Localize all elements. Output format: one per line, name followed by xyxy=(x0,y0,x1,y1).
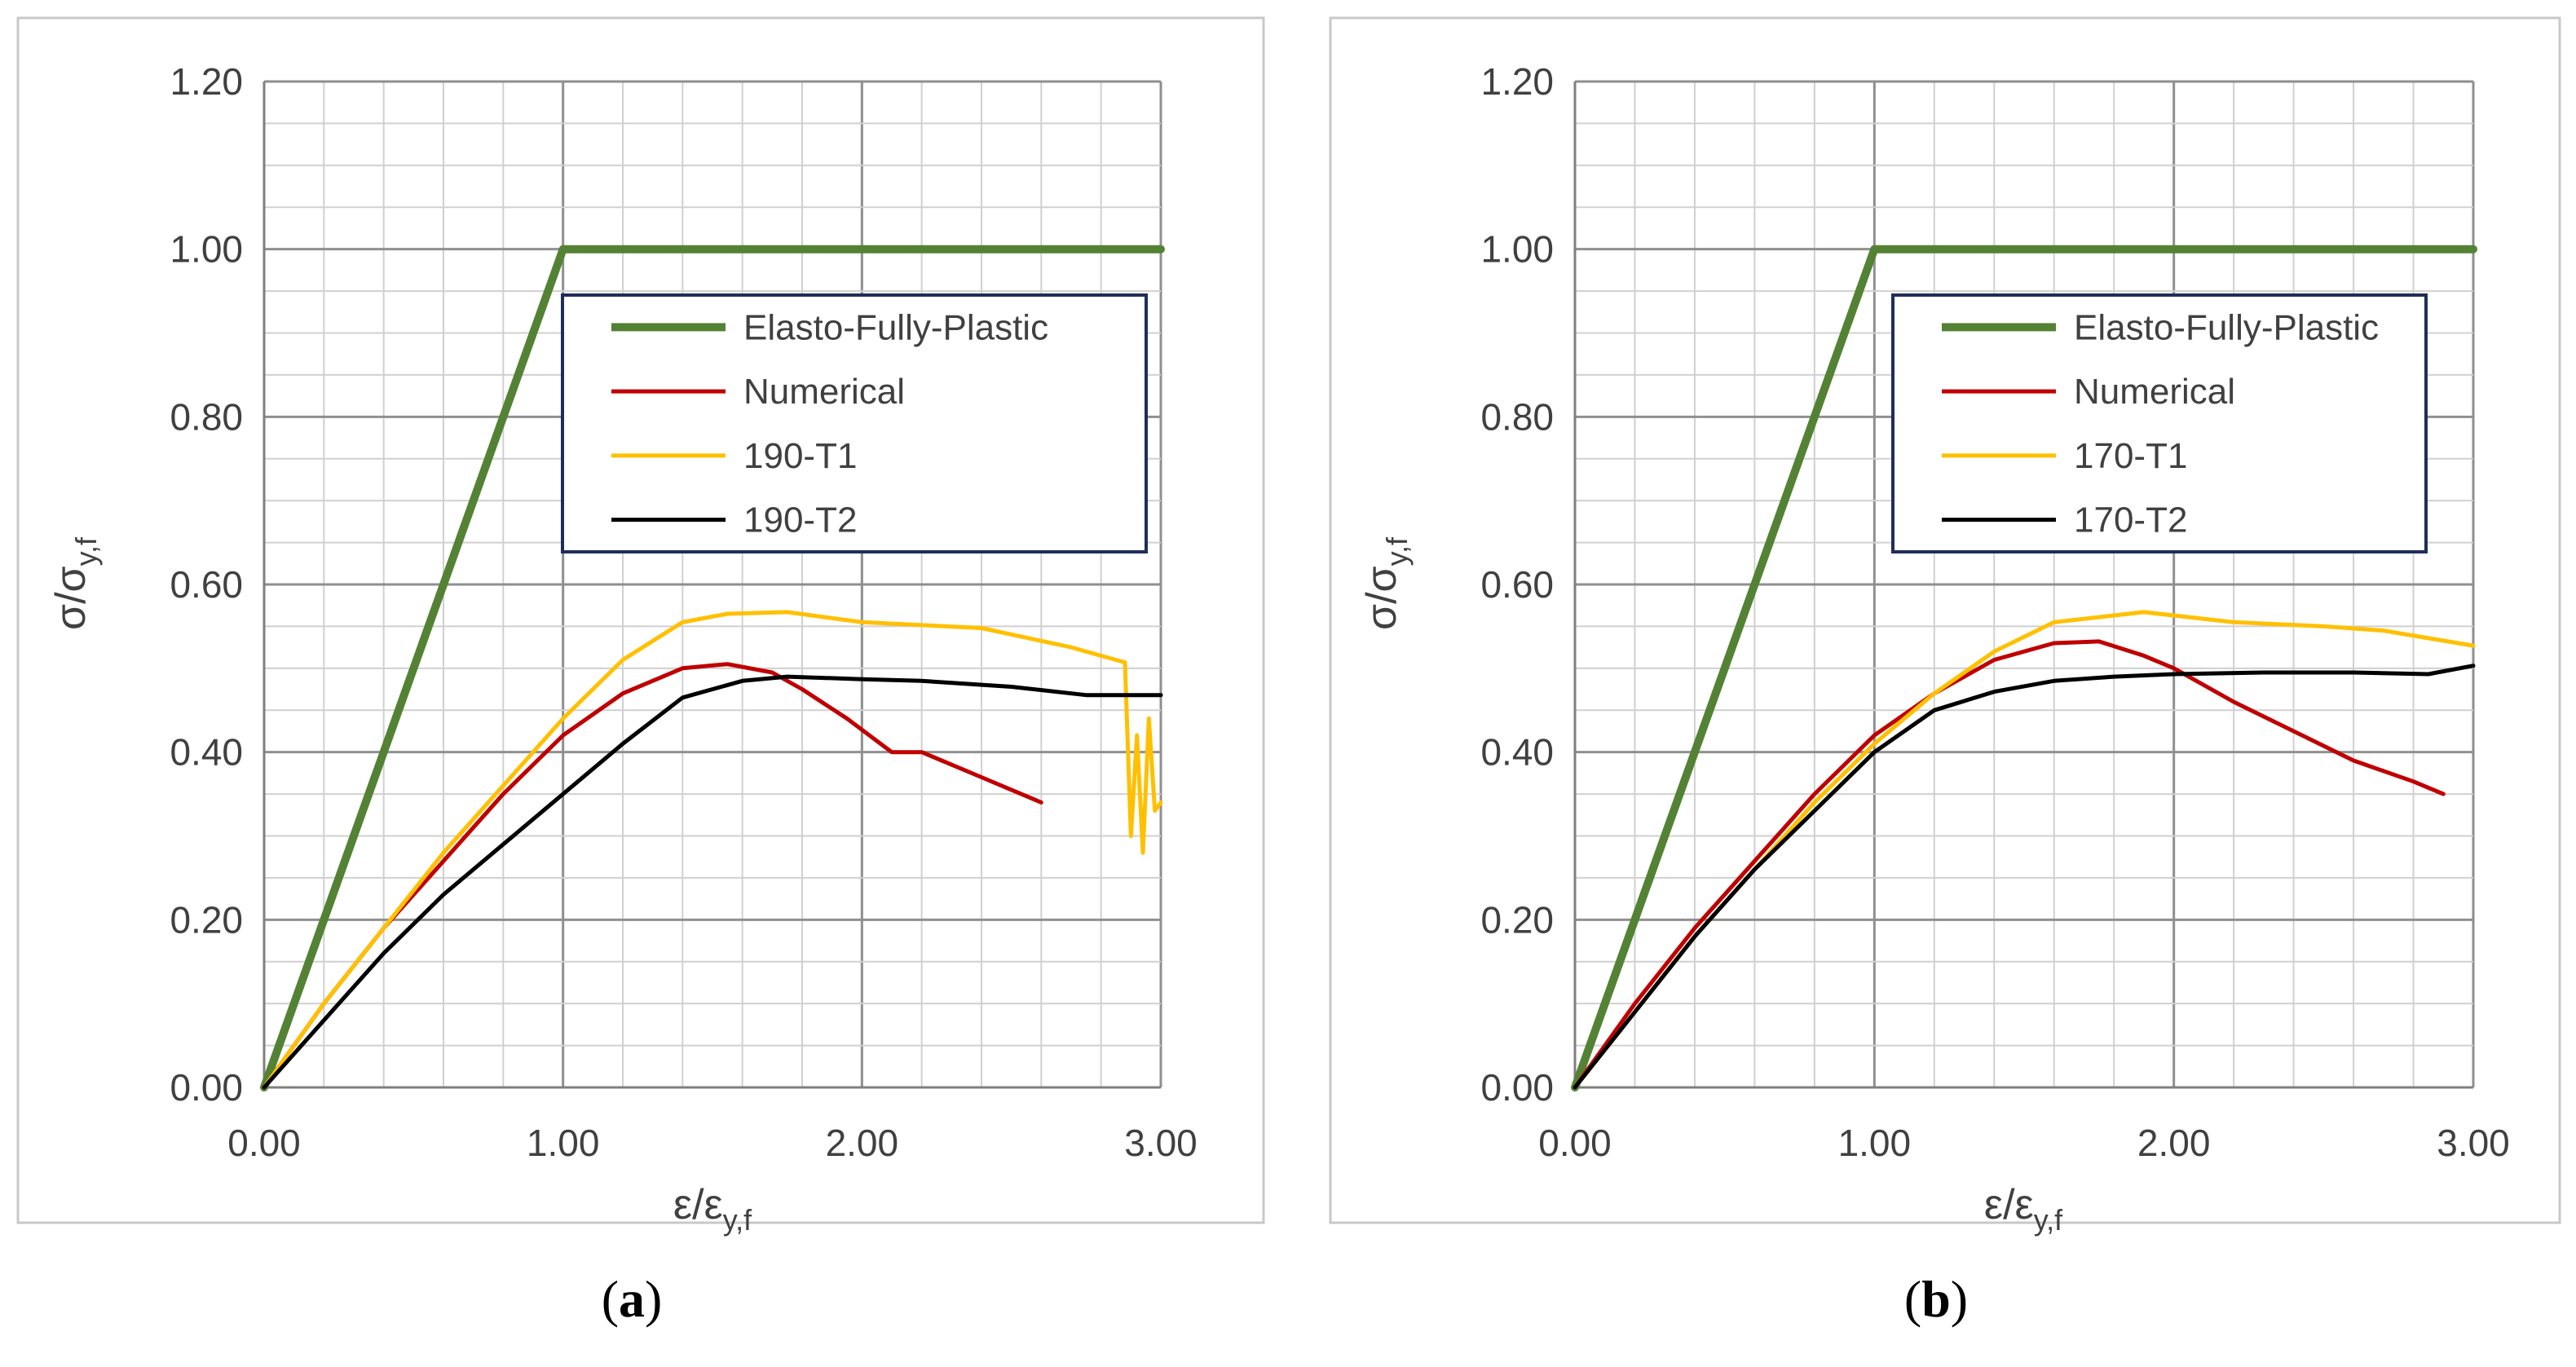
y-tick-label: 1.00 xyxy=(170,228,243,271)
chart-frame xyxy=(16,16,1265,1224)
x-axis-title-subscript: y,f xyxy=(723,1203,752,1237)
y-axis-title-base: σ/σ xyxy=(1358,566,1405,630)
series-line-elasto-fully-plastic xyxy=(260,245,1165,1091)
y-tick-label: 0.80 xyxy=(170,395,243,438)
x-axis-title: ε/εy,f xyxy=(673,1181,752,1237)
legend-label-190-t2: 190-T2 xyxy=(743,500,857,540)
x-tick-label: 0.00 xyxy=(227,1122,301,1164)
y-axis-title-base: σ/σ xyxy=(47,566,95,630)
y-tick-label: 0.00 xyxy=(1480,1066,1554,1109)
x-tick-label: 3.00 xyxy=(2437,1122,2510,1164)
x-tick-label: 3.00 xyxy=(1124,1122,1198,1164)
x-tick-label: 2.00 xyxy=(2137,1122,2211,1164)
legend: Elasto-Fully-Plastic Numerical 170-T1 170-T… xyxy=(1891,293,2428,553)
legend-label-numerical: Numerical xyxy=(2074,372,2235,412)
y-axis-title-subscript: y,f xyxy=(1380,536,1414,566)
panel-caption: (b) xyxy=(1904,1270,1968,1328)
chart-frame xyxy=(1329,16,2561,1224)
x-tick-label: 2.00 xyxy=(826,1122,899,1164)
series-line-numerical xyxy=(262,662,1043,1090)
chart-panel-b: 0.00 0.20 0.40 0.60 0.80 1.00 1.20 0.00 1.00 2.00… xyxy=(1329,16,2561,1328)
y-tick-label: 1.20 xyxy=(170,60,243,103)
series-line-190-t2 xyxy=(262,674,1163,1090)
y-tick-label: 0.60 xyxy=(170,563,243,606)
series-line-elasto-fully-plastic xyxy=(1571,245,2477,1091)
panel-caption: (a) xyxy=(602,1270,663,1328)
x-tick-label: 1.00 xyxy=(527,1122,600,1164)
y-axis-title: σ/σy,f xyxy=(1358,536,1414,630)
series-line-numerical xyxy=(1573,639,2446,1090)
y-tick-label: 1.20 xyxy=(1480,60,1554,103)
legend-box xyxy=(1891,293,2428,553)
series-line-190-t1 xyxy=(262,610,1163,1090)
caption-open-paren: ( xyxy=(1904,1270,1921,1328)
caption-open-paren: ( xyxy=(602,1270,619,1328)
x-axis-title: ε/εy,f xyxy=(1984,1181,2063,1237)
y-tick-label: 1.00 xyxy=(1480,228,1554,271)
y-tick-label: 0.20 xyxy=(170,898,243,941)
legend-label-elasto-fully-plastic: Elasto-Fully-Plastic xyxy=(2074,307,2379,347)
legend-label-170-t1: 170-T1 xyxy=(2074,436,2187,476)
legend: Elasto-Fully-Plastic Numerical 190-T1 190-T… xyxy=(561,293,1148,553)
x-axis-title-subscript: y,f xyxy=(2034,1203,2063,1237)
y-axis-title: σ/σy,f xyxy=(47,536,103,630)
legend-box xyxy=(561,293,1148,553)
x-axis-title-base: ε/ε xyxy=(673,1181,723,1228)
caption-letter: b xyxy=(1921,1270,1951,1328)
legend-label-190-t1: 190-T1 xyxy=(743,436,857,476)
x-tick-label: 1.00 xyxy=(1838,1122,1912,1164)
series-line-170-t2 xyxy=(1573,664,2476,1090)
x-axis-title-base: ε/ε xyxy=(1984,1181,2034,1228)
x-tick-label: 0.00 xyxy=(1538,1122,1612,1164)
y-axis-title-subscript: y,f xyxy=(69,536,103,566)
legend-label-numerical: Numerical xyxy=(743,372,905,412)
y-tick-label: 0.20 xyxy=(1480,898,1554,941)
chart-panel-a: 0.00 0.20 0.40 0.60 0.80 1.00 1.20 0.00 1.00 2.00… xyxy=(16,16,1265,1328)
legend-label-170-t2: 170-T2 xyxy=(2074,500,2187,540)
legend-label-elasto-fully-plastic: Elasto-Fully-Plastic xyxy=(743,307,1048,347)
caption-letter: a xyxy=(619,1270,645,1328)
y-tick-label: 0.80 xyxy=(1480,395,1554,438)
y-tick-label: 0.40 xyxy=(1480,731,1554,774)
y-tick-label: 0.60 xyxy=(1480,563,1554,606)
caption-close-paren: ) xyxy=(1951,1270,1968,1328)
caption-close-paren: ) xyxy=(645,1270,662,1328)
y-tick-label: 0.40 xyxy=(170,731,243,774)
y-tick-label: 0.00 xyxy=(170,1066,243,1109)
